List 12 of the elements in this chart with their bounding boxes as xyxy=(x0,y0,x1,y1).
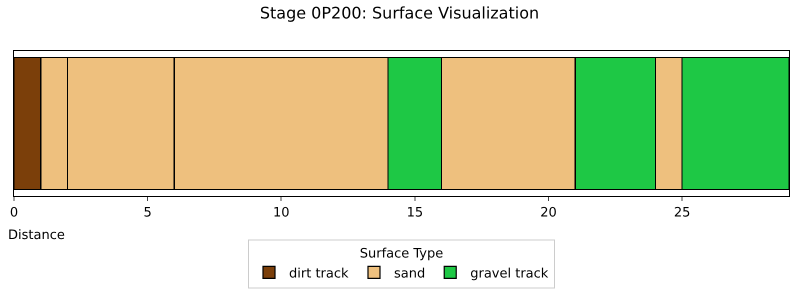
x-axis-title: Distance xyxy=(8,228,65,243)
chart-title: Stage 0P200: Surface Visualization xyxy=(260,4,540,23)
x-tick-label: 5 xyxy=(143,206,152,221)
x-tick-label: 15 xyxy=(406,206,424,221)
x-tick-label: 0 xyxy=(10,206,18,221)
x-tick-label: 25 xyxy=(674,206,690,221)
x-tick-label: 10 xyxy=(272,206,290,221)
legend-title: Surface Type xyxy=(360,246,444,262)
legend-label: dirt track xyxy=(289,266,349,282)
x-tick-label: 20 xyxy=(540,206,557,221)
legend-label: gravel track xyxy=(470,266,549,282)
legend-label: sand xyxy=(394,266,426,282)
